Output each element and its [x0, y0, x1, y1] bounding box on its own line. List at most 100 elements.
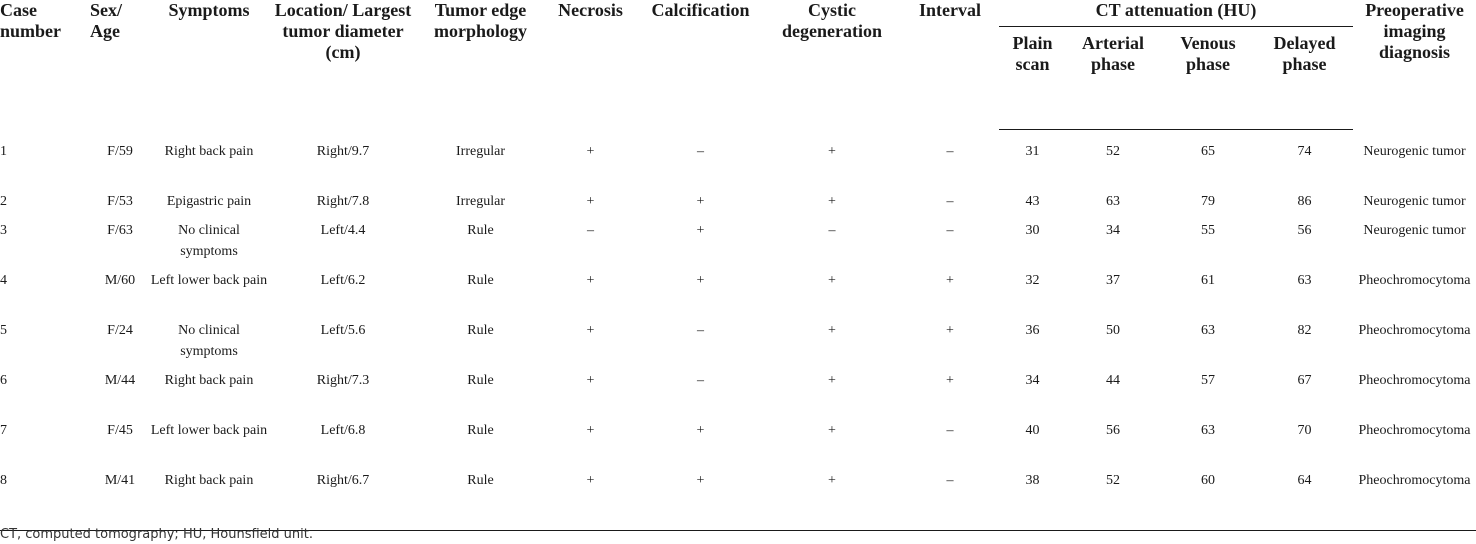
cell-calcification: – [697, 143, 704, 159]
cell-cystic: + [828, 143, 836, 159]
cell-edge: Irregular [456, 143, 505, 159]
cell-sex-age: F/24 [107, 323, 133, 338]
cell-interval: – [946, 194, 954, 209]
col-ct-attenuation-group: CT attenuation (HU) [999, 0, 1353, 27]
cell-delayed: 82 [1297, 323, 1312, 338]
cell-cystic: + [828, 273, 836, 288]
cell-calcification: + [696, 194, 705, 209]
table-row: 6 M/44 Right back pain Right/7.3 Rule + … [0, 370, 1476, 420]
cell-arterial: 50 [1106, 323, 1120, 338]
cell-interval: – [946, 143, 954, 159]
table-row: 5 F/24 No clinical symptoms Left/5.6 Rul… [0, 320, 1476, 370]
cell-location: Left/5.6 [320, 323, 366, 338]
cell-necrosis: – [587, 223, 594, 238]
cell-case: 8 [0, 470, 90, 531]
cell-delayed: 67 [1297, 373, 1312, 388]
cell-plain: 31 [1025, 144, 1040, 159]
cell-location: Left/6.2 [320, 273, 366, 288]
col-edge-morphology: Tumor edge morphology [433, 0, 527, 41]
cell-location: Right/7.8 [316, 194, 370, 209]
cell-venous: 55 [1201, 223, 1215, 238]
cell-necrosis: + [586, 143, 595, 159]
cell-venous: 63 [1201, 323, 1215, 338]
cell-diagnosis: Pheochromocytoma [1358, 373, 1471, 388]
cell-delayed: 64 [1256, 470, 1353, 531]
table-row: 3 F/63 No clinical symptoms Left/4.4 Rul… [0, 220, 1476, 270]
cell-location: Left/6.8 [320, 423, 366, 438]
cell-arterial: 56 [1106, 423, 1120, 438]
cell-case: 3 [0, 223, 7, 238]
cell-diagnosis: Pheochromocytoma [1353, 470, 1476, 531]
cell-venous: 61 [1201, 273, 1215, 288]
cell-sex-age: M/44 [104, 373, 136, 388]
cell-sex-age: M/60 [104, 273, 136, 288]
cell-cystic: + [828, 423, 836, 438]
cell-diagnosis: Pheochromocytoma [1358, 423, 1471, 438]
col-delayed-phase: Delayed phase [1256, 26, 1353, 130]
cell-cystic: + [828, 194, 836, 209]
cell-edge: Irregular [456, 194, 505, 209]
col-cystic-degeneration: Cystic degeneration [782, 0, 882, 41]
cell-arterial: 52 [1066, 470, 1160, 531]
cell-cystic: + [828, 323, 836, 338]
cell-calcification: – [697, 323, 704, 338]
table-row: 8 M/41 Right back pain Right/6.7 Rule + … [0, 470, 1476, 531]
cell-location: Right/7.3 [316, 373, 370, 388]
cell-calcification: – [697, 373, 704, 388]
cell-venous: 65 [1201, 144, 1215, 159]
cell-sex-age: F/45 [107, 423, 133, 438]
cell-arterial: 52 [1106, 144, 1120, 159]
col-location: Location/ Largest tumor diameter (cm) [274, 0, 412, 62]
table-footnote: CT, computed tomography; HU, Hounsfield … [0, 527, 313, 542]
cell-edge: Rule [467, 373, 494, 388]
cell-interval: + [946, 323, 954, 338]
table-body: 1 F/59 Right back pain Right/9.7 Irregul… [0, 130, 1476, 531]
data-table: Case number Sex/ Age Symptoms Location/ … [0, 0, 1476, 531]
cell-plain: 38 [999, 470, 1066, 531]
cell-diagnosis: Pheochromocytoma [1358, 323, 1471, 338]
cell-arterial: 37 [1106, 273, 1120, 288]
cell-edge: Rule [467, 273, 494, 288]
cell-symptoms: Right back pain [150, 470, 268, 531]
table-row: 2 F/53 Epigastric pain Right/7.8 Irregul… [0, 191, 1476, 220]
cell-cystic: + [763, 470, 901, 531]
cell-cystic: – [828, 223, 836, 238]
cell-delayed: 70 [1297, 423, 1312, 438]
cell-plain: 30 [1025, 223, 1040, 238]
cell-diagnosis: Pheochromocytoma [1358, 273, 1471, 288]
col-diagnosis: Preoperative imaging diagnosis [1365, 0, 1464, 62]
cell-sex-age: F/59 [107, 143, 133, 159]
cell-arterial: 34 [1106, 223, 1120, 238]
cell-symptoms: Right back pain [164, 373, 254, 388]
cell-venous: 63 [1201, 423, 1215, 438]
table-header: Case number Sex/ Age Symptoms Location/ … [0, 0, 1476, 130]
cell-arterial: 63 [1106, 194, 1120, 209]
cell-sex-age: M/41 [90, 470, 150, 531]
cell-necrosis: + [586, 423, 595, 438]
cell-interval: – [946, 223, 954, 238]
cell-edge: Rule [467, 223, 494, 238]
cell-venous: 57 [1201, 373, 1215, 388]
cell-calcification: + [696, 223, 705, 238]
cell-diagnosis: Neurogenic tumor [1363, 194, 1466, 209]
cell-diagnosis: Neurogenic tumor [1363, 143, 1466, 159]
cell-case: 2 [0, 194, 7, 209]
cell-calcification: + [638, 470, 763, 531]
cell-case: 6 [0, 373, 7, 388]
cell-symptoms: No clinical symptoms [178, 323, 240, 359]
cell-case: 7 [0, 423, 7, 438]
col-arterial-phase: Arterial phase [1066, 26, 1160, 130]
cell-plain: 40 [1025, 423, 1040, 438]
cell-calcification: + [696, 423, 705, 438]
cell-symptoms: Epigastric pain [166, 194, 252, 209]
cell-location: Left/4.4 [320, 223, 366, 238]
col-calcification: Calcification [651, 0, 750, 20]
cell-necrosis: + [586, 194, 595, 209]
cell-case: 5 [0, 323, 7, 338]
cell-plain: 32 [1025, 273, 1040, 288]
col-symptoms: Symptoms [168, 0, 250, 20]
cell-plain: 36 [1025, 323, 1040, 338]
cell-delayed: 63 [1297, 273, 1312, 288]
cell-delayed: 74 [1297, 144, 1312, 159]
cell-delayed: 86 [1297, 194, 1312, 209]
